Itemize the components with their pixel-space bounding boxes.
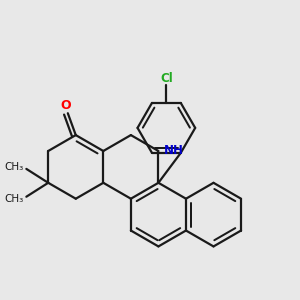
Text: CH₃: CH₃: [4, 194, 23, 204]
Text: CH₃: CH₃: [4, 162, 23, 172]
Text: O: O: [61, 99, 71, 112]
Text: Cl: Cl: [160, 72, 173, 85]
Text: NH: NH: [164, 145, 183, 158]
